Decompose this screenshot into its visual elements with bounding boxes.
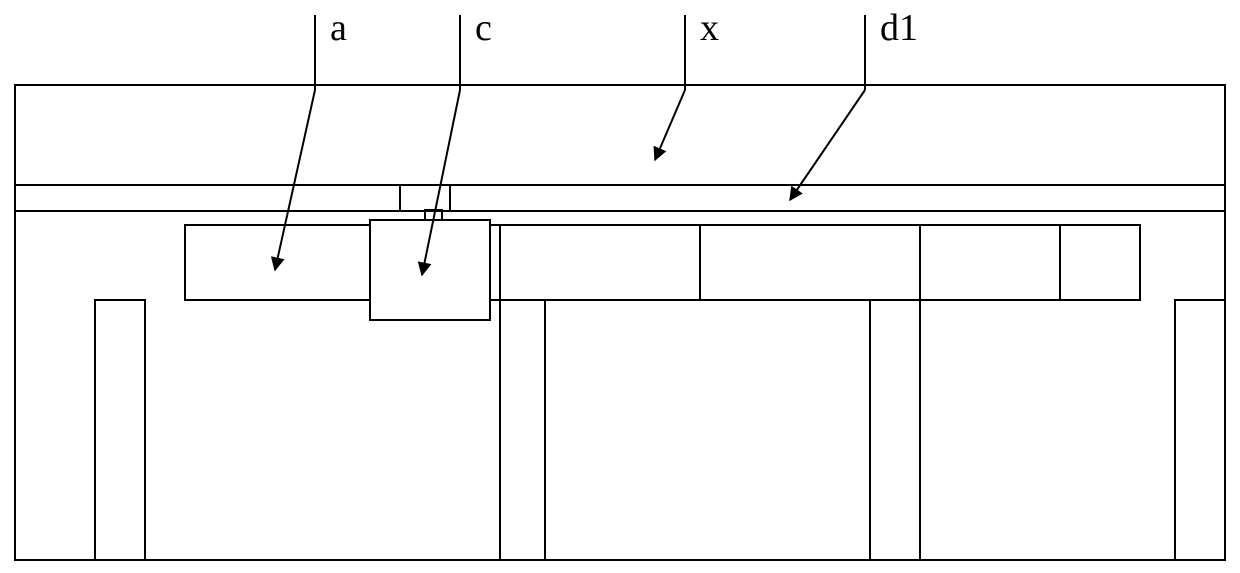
apron-row [185,225,1140,300]
label-c: c [475,7,492,49]
label-arrow-a [275,90,315,270]
label-arrow-d1 [790,90,865,200]
outer-frame [15,85,1225,560]
leg-2 [870,300,920,560]
label-arrow-x [655,90,685,160]
leg-3 [1175,300,1225,560]
label-x: x [700,7,719,49]
label-a: a [330,7,347,49]
leg-0 [95,300,145,560]
leg-1 [500,300,545,560]
label-d1: d1 [880,7,918,49]
